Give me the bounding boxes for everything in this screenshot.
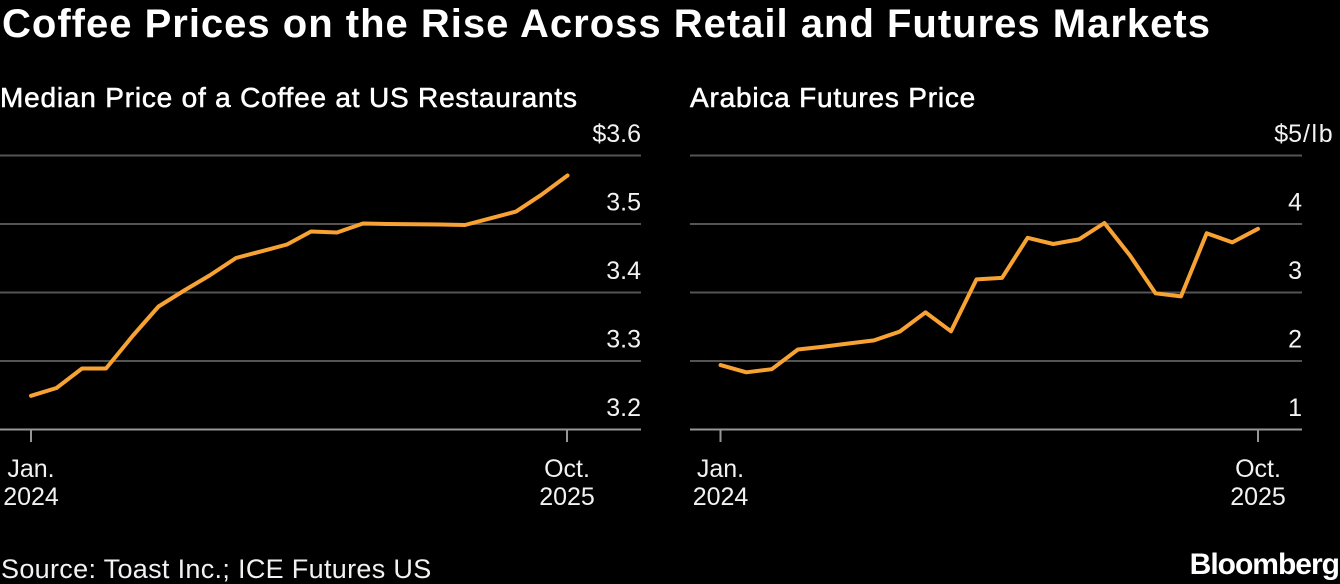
svg-text:Jan.: Jan. xyxy=(697,455,744,483)
svg-text:3.5: 3.5 xyxy=(606,189,641,217)
svg-text:1: 1 xyxy=(1288,394,1302,422)
svg-text:2: 2 xyxy=(1288,326,1302,354)
svg-text:Median Price of a Coffee at US: Median Price of a Coffee at US Restauran… xyxy=(0,82,578,113)
svg-text:/lb: /lb xyxy=(1303,120,1334,148)
svg-text:4: 4 xyxy=(1288,189,1302,217)
svg-text:2024: 2024 xyxy=(693,483,749,511)
svg-text:Jan.: Jan. xyxy=(7,455,54,483)
svg-text:$5: $5 xyxy=(1274,120,1302,148)
svg-text:3: 3 xyxy=(1288,257,1302,285)
svg-text:Source: Toast Inc.; ICE Future: Source: Toast Inc.; ICE Futures US xyxy=(1,554,432,584)
svg-text:2024: 2024 xyxy=(3,483,59,511)
svg-text:Bloomberg: Bloomberg xyxy=(1190,548,1339,581)
svg-text:3.4: 3.4 xyxy=(606,257,641,285)
svg-text:Oct.: Oct. xyxy=(544,455,590,483)
svg-text:3.3: 3.3 xyxy=(606,326,641,354)
svg-text:Arabica Futures Price: Arabica Futures Price xyxy=(690,82,976,113)
svg-text:2025: 2025 xyxy=(1230,483,1286,511)
svg-text:3.2: 3.2 xyxy=(606,394,641,422)
svg-text:2025: 2025 xyxy=(539,483,595,511)
svg-text:Oct.: Oct. xyxy=(1235,455,1281,483)
svg-text:Coffee Prices on the Rise Acro: Coffee Prices on the Rise Across Retail … xyxy=(2,2,1211,46)
svg-text:$3.6: $3.6 xyxy=(592,120,641,148)
